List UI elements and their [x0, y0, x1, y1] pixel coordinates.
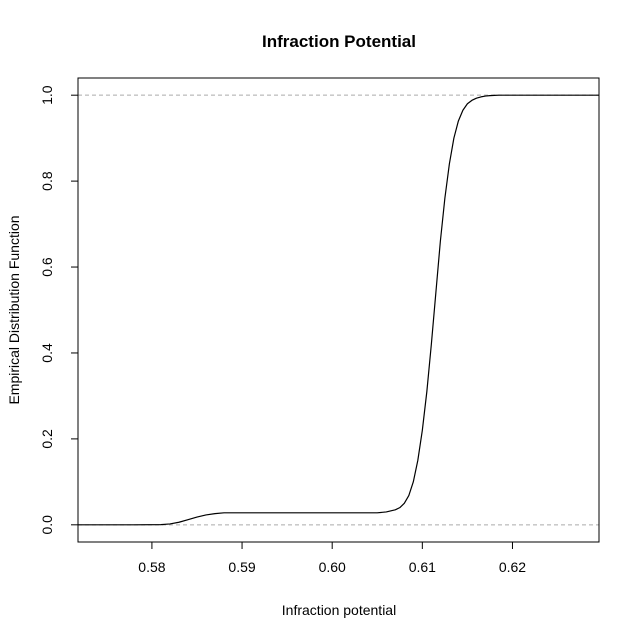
- y-tick-label: 0.6: [39, 257, 55, 277]
- ecdf-series-line-0: [78, 94, 599, 526]
- y-tick-label: 1.0: [39, 85, 55, 105]
- x-axis: 0.58 0.59 0.60 0.61 0.62: [138, 542, 526, 575]
- x-tick-label: 0.62: [499, 559, 526, 575]
- y-axis-label: Empirical Distribution Function: [6, 215, 22, 404]
- series-layer: [78, 94, 599, 526]
- x-tick-label: 0.59: [228, 559, 255, 575]
- x-tick-label: 0.58: [138, 559, 165, 575]
- y-tick-label: 0.4: [39, 343, 55, 363]
- y-tick-label: 0.0: [39, 515, 55, 535]
- y-axis: 0.0 0.2 0.4 0.6 0.8 1.0: [39, 85, 78, 535]
- x-tick-label: 0.60: [319, 559, 346, 575]
- y-tick-label: 0.8: [39, 171, 55, 191]
- x-axis-label: Infraction potential: [282, 602, 396, 618]
- y-tick-label: 0.2: [39, 429, 55, 449]
- chart-title: Infraction Potential: [262, 32, 416, 51]
- plot-frame: [77, 77, 600, 543]
- x-tick-label: 0.61: [409, 559, 436, 575]
- reference-lines: [78, 94, 599, 526]
